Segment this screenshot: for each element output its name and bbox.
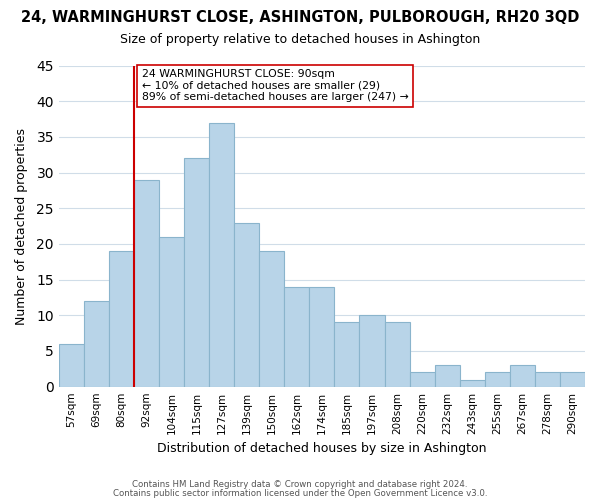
Y-axis label: Number of detached properties: Number of detached properties [15, 128, 28, 324]
Bar [434, 366, 460, 386]
Bar [159, 237, 184, 386]
Bar [535, 372, 560, 386]
Bar [59, 344, 84, 387]
Bar [310, 287, 334, 386]
Bar [410, 372, 434, 386]
Bar [485, 372, 510, 386]
Bar [560, 372, 585, 386]
Bar [359, 316, 385, 386]
Bar [510, 366, 535, 386]
Bar [184, 158, 209, 386]
X-axis label: Distribution of detached houses by size in Ashington: Distribution of detached houses by size … [157, 442, 487, 455]
Text: Contains public sector information licensed under the Open Government Licence v3: Contains public sector information licen… [113, 489, 487, 498]
Bar [259, 251, 284, 386]
Text: 24, WARMINGHURST CLOSE, ASHINGTON, PULBOROUGH, RH20 3QD: 24, WARMINGHURST CLOSE, ASHINGTON, PULBO… [21, 10, 579, 25]
Bar [284, 287, 310, 386]
Bar [209, 122, 234, 386]
Bar [234, 222, 259, 386]
Bar [334, 322, 359, 386]
Bar [84, 301, 109, 386]
Text: 24 WARMINGHURST CLOSE: 90sqm
← 10% of detached houses are smaller (29)
89% of se: 24 WARMINGHURST CLOSE: 90sqm ← 10% of de… [142, 69, 408, 102]
Bar [134, 180, 159, 386]
Bar [109, 251, 134, 386]
Text: Contains HM Land Registry data © Crown copyright and database right 2024.: Contains HM Land Registry data © Crown c… [132, 480, 468, 489]
Bar [385, 322, 410, 386]
Bar [460, 380, 485, 386]
Text: Size of property relative to detached houses in Ashington: Size of property relative to detached ho… [120, 32, 480, 46]
